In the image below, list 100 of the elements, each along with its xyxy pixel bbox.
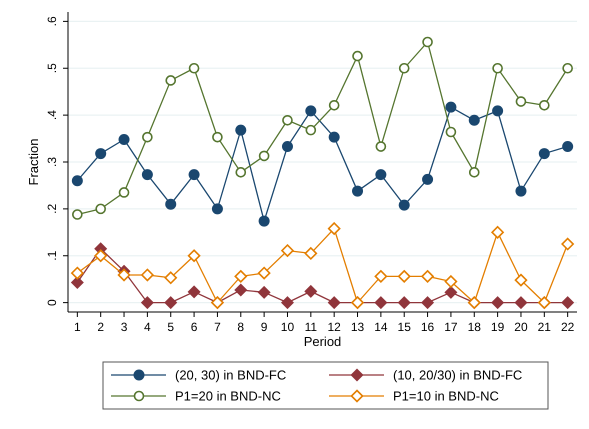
point: [234, 270, 248, 283]
x-tick-label: 18: [468, 320, 482, 334]
point: [514, 274, 528, 286]
x-tick-label: 15: [398, 320, 412, 334]
point: [212, 203, 223, 214]
x-tick-label: 20: [514, 320, 528, 334]
point: [398, 296, 411, 310]
point: [446, 126, 456, 138]
x-tick-label: 14: [374, 320, 388, 334]
point: [140, 296, 154, 310]
point: [188, 249, 200, 262]
point: [375, 169, 386, 180]
point: [71, 266, 84, 280]
point: [304, 284, 318, 298]
x-tick-label: 5: [167, 320, 174, 334]
legend-label: P1=20 in BND-NC: [175, 388, 281, 404]
point: [164, 271, 178, 284]
x-tick-label: 1: [74, 320, 81, 334]
point: [142, 169, 153, 180]
point: [562, 141, 574, 152]
point: [118, 187, 130, 198]
x-tick-label: 22: [560, 320, 575, 334]
y-tick-label: .6: [45, 16, 59, 26]
x-tick-label: 6: [190, 320, 198, 334]
point: [328, 132, 340, 143]
point: [515, 186, 526, 197]
legend-label: P1=10 in BND-NC: [393, 388, 499, 404]
point: [235, 167, 246, 178]
point: [516, 96, 526, 107]
point: [561, 296, 574, 310]
point: [188, 285, 201, 298]
point: [70, 276, 84, 289]
y-axis-title: Fraction: [26, 138, 41, 186]
point: [95, 204, 106, 214]
point: [188, 169, 200, 180]
point: [258, 266, 270, 280]
point: [165, 198, 176, 210]
y-tick-label: .3: [45, 156, 59, 168]
y-tick-label: .2: [45, 204, 59, 214]
point: [422, 36, 433, 48]
point: [468, 167, 480, 178]
point: [398, 200, 410, 211]
point: [188, 62, 200, 74]
x-tick-label: 16: [420, 320, 435, 334]
point: [491, 296, 504, 310]
point: [72, 175, 83, 186]
point: [258, 216, 270, 227]
point: [281, 244, 294, 257]
point: [328, 296, 341, 310]
point: [422, 174, 434, 185]
point: [280, 296, 294, 310]
point: [445, 102, 456, 113]
point: [374, 270, 388, 283]
point: [165, 75, 176, 86]
point: [444, 286, 458, 299]
point: [492, 62, 503, 74]
point: [212, 132, 223, 142]
x-tick-label: 10: [280, 320, 294, 334]
point: [421, 296, 434, 310]
point: [468, 114, 480, 126]
point: [235, 124, 246, 136]
x-tick-label: 13: [350, 320, 365, 334]
point: [492, 105, 504, 116]
point: [118, 268, 130, 282]
point: [306, 124, 316, 136]
x-tick-label: 11: [304, 320, 318, 334]
x-tick-label: 19: [490, 320, 505, 334]
point: [491, 226, 504, 239]
point: [374, 296, 388, 310]
point: [352, 186, 364, 197]
point: [142, 132, 153, 142]
point: [164, 296, 178, 310]
point: [328, 100, 340, 111]
point: [258, 150, 270, 162]
point: [444, 275, 458, 288]
point: [421, 270, 434, 283]
point: [234, 283, 248, 296]
y-tick-label: .4: [45, 110, 59, 120]
point: [304, 247, 318, 260]
x-tick-label: 17: [444, 320, 458, 334]
point: [141, 268, 154, 282]
point: [258, 286, 271, 299]
point: [376, 141, 386, 152]
point: [94, 249, 107, 262]
point: [352, 50, 363, 62]
x-tick-label: 8: [237, 320, 244, 334]
x-tick-label: 4: [144, 320, 152, 334]
legend-label: (20, 30) in BND-FC: [175, 368, 286, 382]
point: [398, 270, 411, 283]
legend-label: (10, 20/30) in BND-FC: [393, 368, 522, 382]
point: [282, 114, 293, 126]
x-tick-label: 12: [327, 320, 342, 334]
point: [539, 100, 550, 111]
x-tick-label: 9: [260, 320, 268, 334]
x-tick-label: 7: [214, 320, 222, 334]
point: [118, 134, 130, 145]
point: [562, 62, 573, 74]
y-tick-label: .5: [45, 62, 59, 74]
point: [305, 105, 316, 116]
x-axis-title: Period: [304, 334, 342, 349]
